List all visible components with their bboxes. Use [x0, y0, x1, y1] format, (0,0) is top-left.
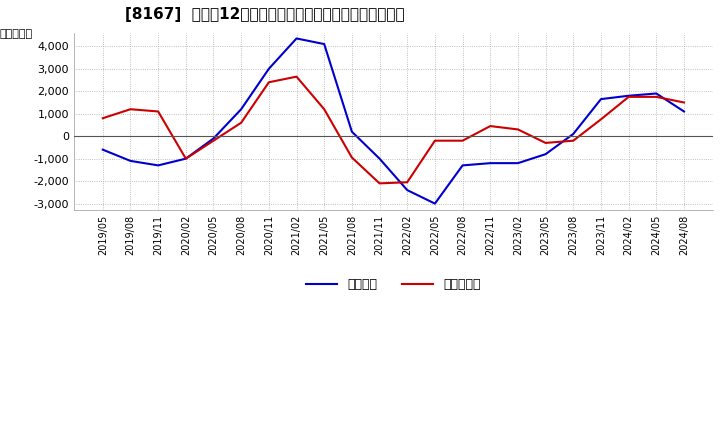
経常利益: [541, 151, 550, 157]
当期純利益: [569, 138, 577, 143]
当期純利益: [264, 80, 273, 85]
経常利益: [181, 156, 190, 161]
当期純利益: [541, 140, 550, 146]
当期純利益: [680, 100, 688, 105]
経常利益: [403, 187, 412, 193]
当期純利益: [597, 117, 606, 122]
経常利益: [264, 66, 273, 71]
当期純利益: [458, 138, 467, 143]
経常利益: [320, 41, 328, 47]
経常利益: [154, 163, 163, 168]
経常利益: [292, 36, 301, 41]
経常利益: [348, 129, 356, 134]
経常利益: [237, 106, 246, 112]
当期純利益: [431, 138, 439, 143]
当期純利益: [210, 138, 218, 143]
経常利益: [513, 161, 522, 166]
経常利益: [431, 201, 439, 206]
Legend: 経常利益, 当期純利益: 経常利益, 当期純利益: [301, 273, 486, 297]
当期純利益: [154, 109, 163, 114]
当期純利益: [292, 74, 301, 79]
当期純利益: [403, 180, 412, 185]
経常利益: [569, 131, 577, 136]
当期純利益: [237, 120, 246, 125]
当期純利益: [320, 106, 328, 112]
当期純利益: [126, 106, 135, 112]
当期純利益: [486, 124, 495, 129]
経常利益: [210, 136, 218, 141]
Line: 当期純利益: 当期純利益: [103, 77, 684, 183]
Y-axis label: （百万円）: （百万円）: [0, 29, 32, 39]
当期純利益: [513, 127, 522, 132]
経常利益: [486, 161, 495, 166]
経常利益: [99, 147, 107, 152]
当期純利益: [652, 94, 661, 99]
経常利益: [624, 93, 633, 99]
Line: 経常利益: 経常利益: [103, 38, 684, 204]
経常利益: [375, 156, 384, 161]
経常利益: [458, 163, 467, 168]
当期純利益: [99, 116, 107, 121]
経常利益: [652, 91, 661, 96]
経常利益: [126, 158, 135, 164]
当期純利益: [181, 156, 190, 161]
当期純利益: [624, 94, 633, 99]
当期純利益: [348, 155, 356, 160]
経常利益: [597, 96, 606, 102]
経常利益: [680, 109, 688, 114]
当期純利益: [375, 181, 384, 186]
Text: [8167]  利益の12か月移動合計の対前年同期増減額の推移: [8167] 利益の12か月移動合計の対前年同期増減額の推移: [125, 7, 405, 22]
